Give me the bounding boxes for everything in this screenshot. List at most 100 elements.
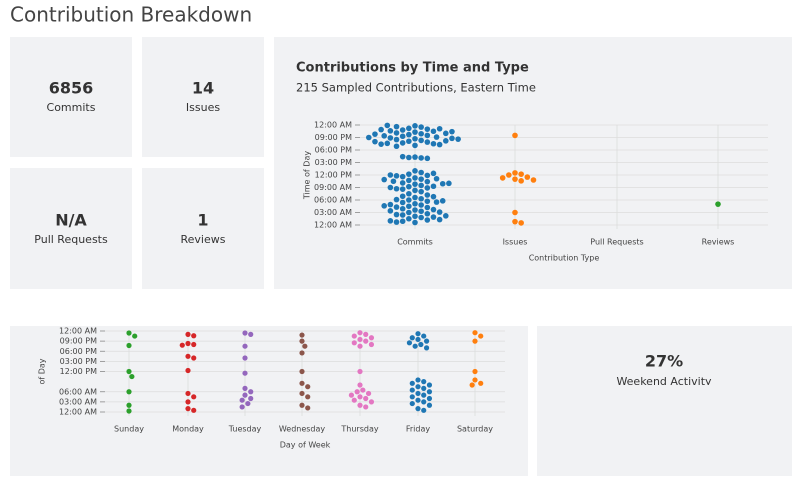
- contribution-dot: [191, 394, 197, 400]
- contribution-dot: [430, 183, 437, 190]
- chart-title: Contributions by Time and Type: [296, 61, 529, 76]
- contribution-dot: [357, 336, 363, 343]
- contribution-dot: [381, 203, 388, 209]
- contribution-dot: [415, 390, 421, 397]
- contribution-dot: [412, 175, 418, 181]
- contribution-dot: [360, 387, 366, 393]
- contribution-dot: [421, 399, 427, 405]
- contribution-dot: [302, 343, 308, 349]
- contribution-dot: [406, 197, 412, 203]
- contribution-dot: [387, 184, 394, 191]
- contribution-dot: [433, 134, 440, 140]
- contribution-dot: [409, 380, 415, 386]
- contribution-dot: [455, 136, 461, 142]
- contribution-dot: [415, 336, 421, 343]
- stat-label: Weekend Activity: [616, 375, 712, 388]
- contribution-dot: [372, 138, 378, 145]
- stat-value: 14: [192, 79, 214, 98]
- contribution-dot: [406, 171, 412, 177]
- card: [142, 168, 264, 289]
- stat-value: N/A: [55, 211, 87, 230]
- card: [142, 37, 264, 157]
- contribution-dot: [299, 402, 305, 408]
- contribution-dot: [387, 218, 394, 224]
- contribution-dot: [446, 180, 452, 187]
- contribution-dot: [472, 377, 478, 383]
- contribution-dot: [126, 402, 132, 408]
- contribution-dot: [378, 126, 384, 133]
- contribution-dot: [418, 195, 424, 202]
- contribution-dot: [126, 368, 132, 375]
- contribution-dot: [436, 141, 443, 148]
- contribution-dot: [518, 220, 524, 226]
- contribution-dot: [433, 175, 440, 182]
- contribution-dot: [245, 400, 251, 407]
- x-tick-label: Friday: [406, 425, 431, 434]
- contribution-dot: [393, 173, 400, 179]
- contribution-dot: [412, 154, 418, 160]
- y-tick-label: 06:00 AM: [314, 196, 352, 205]
- contribution-dot: [439, 180, 446, 187]
- contribution-dot: [423, 345, 430, 351]
- contribution-dot: [185, 331, 191, 337]
- y-tick-label: 12:00 AM: [59, 327, 97, 336]
- contribution-dot: [421, 333, 427, 339]
- contribution-dot: [443, 213, 449, 219]
- contribution-dot: [357, 368, 363, 375]
- contribution-dot: [412, 181, 418, 187]
- contribution-dot: [406, 190, 412, 197]
- contribution-dot: [406, 203, 412, 210]
- contribution-dot: [512, 176, 518, 182]
- contribution-dot: [415, 331, 421, 337]
- y-tick-label: 12:00 AM: [59, 408, 97, 417]
- contribution-dot: [424, 139, 431, 145]
- contribution-dot: [399, 173, 406, 180]
- contribution-dot: [191, 407, 197, 413]
- contribution-dot: [357, 394, 363, 400]
- contribution-dot: [357, 402, 363, 408]
- contribution-dot: [412, 123, 418, 129]
- contribution-dot: [412, 187, 418, 194]
- y-tick-label: 03:00 AM: [314, 208, 352, 217]
- contribution-dot: [418, 208, 424, 215]
- contribution-dot: [368, 341, 375, 348]
- contribution-dot: [418, 188, 424, 195]
- card: [10, 168, 132, 289]
- stat-value: 1: [197, 211, 208, 230]
- contribution-dot: [299, 368, 305, 375]
- contribution-dot: [305, 394, 311, 400]
- contribution-dot: [424, 178, 431, 185]
- contribution-dot: [185, 353, 191, 359]
- contribution-dot: [378, 141, 384, 147]
- contribution-dot: [406, 209, 412, 216]
- contribution-dot: [424, 198, 431, 205]
- chart-subtitle: 215 Sampled Contributions, Eastern Time: [296, 81, 536, 95]
- y-tick-label: 06:00 PM: [60, 347, 97, 356]
- contribution-dot: [443, 138, 449, 144]
- contribution-dot: [409, 400, 415, 407]
- y-tick-label: 12:00 PM: [315, 171, 352, 180]
- page-title: Contribution Breakdown: [10, 3, 252, 27]
- contribution-dot: [424, 210, 431, 217]
- x-tick-label: Tuesday: [228, 425, 262, 434]
- x-tick-label: Reviews: [702, 238, 735, 247]
- contribution-dot: [412, 200, 418, 207]
- contribution-dot: [418, 137, 424, 144]
- contribution-dot: [418, 341, 424, 348]
- contribution-dot: [363, 395, 369, 402]
- contribution-dot: [381, 176, 388, 183]
- contribution-dot: [406, 215, 412, 222]
- contribution-dot: [129, 373, 135, 380]
- contribution-dot: [421, 407, 427, 413]
- contribution-dot: [499, 175, 506, 181]
- contribution-dot: [421, 385, 427, 391]
- x-tick-label: Wednesday: [279, 425, 326, 434]
- contribution-dot: [191, 333, 197, 339]
- contribution-dot: [393, 143, 400, 150]
- contribution-dot: [399, 140, 406, 146]
- x-axis-title: Contribution Type: [529, 254, 600, 263]
- contribution-dot: [424, 132, 431, 139]
- y-tick-label: 06:00 PM: [315, 146, 352, 155]
